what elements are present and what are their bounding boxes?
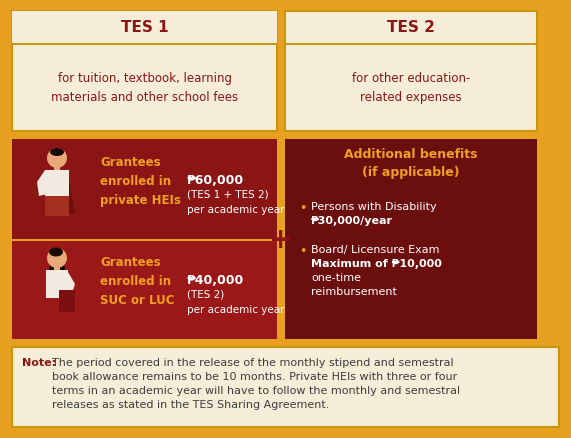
Polygon shape bbox=[37, 171, 47, 197]
Bar bbox=[45, 171, 69, 197]
Bar bbox=[54, 266, 60, 272]
Ellipse shape bbox=[50, 148, 64, 157]
Circle shape bbox=[47, 248, 67, 268]
Text: •: • bbox=[299, 244, 307, 258]
Text: for tuition, textbook, learning
materials and other school fees: for tuition, textbook, learning material… bbox=[51, 72, 238, 104]
Ellipse shape bbox=[49, 248, 63, 257]
Text: Grantees
enrolled in
SUC or LUC: Grantees enrolled in SUC or LUC bbox=[100, 256, 175, 307]
Text: ₱60,000: ₱60,000 bbox=[187, 173, 244, 187]
Bar bbox=[12, 240, 277, 241]
Text: (TES 1 + TES 2)
per academic year: (TES 1 + TES 2) per academic year bbox=[187, 190, 284, 214]
Circle shape bbox=[47, 148, 67, 169]
Bar bbox=[12, 12, 277, 44]
Text: TES 2: TES 2 bbox=[387, 21, 435, 35]
Polygon shape bbox=[45, 180, 75, 215]
Bar bbox=[12, 347, 559, 427]
Bar bbox=[285, 12, 537, 132]
Text: The period covered in the release of the monthly stipend and semestral
book allo: The period covered in the release of the… bbox=[52, 357, 460, 409]
Bar bbox=[285, 140, 537, 339]
Text: •: • bbox=[299, 201, 307, 215]
Bar bbox=[12, 240, 277, 339]
Bar bbox=[285, 44, 537, 46]
Text: for other education-
related expenses: for other education- related expenses bbox=[352, 72, 470, 104]
Bar bbox=[45, 197, 69, 216]
Text: Board/ Licensure Exam: Board/ Licensure Exam bbox=[311, 244, 440, 254]
Text: one-time
reimbursement: one-time reimbursement bbox=[311, 272, 397, 297]
Polygon shape bbox=[62, 272, 75, 302]
Text: Grantees
enrolled in
private HEIs: Grantees enrolled in private HEIs bbox=[100, 156, 181, 207]
Text: Persons with Disability: Persons with Disability bbox=[311, 201, 437, 212]
Text: +: + bbox=[270, 226, 293, 254]
Bar bbox=[46, 270, 68, 298]
Text: ₱30,000/year: ₱30,000/year bbox=[311, 215, 393, 226]
Text: ₱40,000: ₱40,000 bbox=[187, 273, 244, 286]
Bar bbox=[12, 44, 277, 46]
Text: Note:: Note: bbox=[22, 357, 56, 367]
Bar bbox=[54, 166, 60, 173]
Bar bbox=[12, 12, 277, 132]
Text: (TES 2)
per academic year: (TES 2) per academic year bbox=[187, 290, 284, 314]
Ellipse shape bbox=[49, 254, 65, 291]
Text: Maximum of ₱10,000: Maximum of ₱10,000 bbox=[311, 258, 442, 268]
Bar bbox=[59, 290, 75, 312]
Bar bbox=[12, 140, 277, 240]
Text: Additional benefits
(if applicable): Additional benefits (if applicable) bbox=[344, 148, 478, 179]
Text: TES 1: TES 1 bbox=[120, 21, 168, 35]
